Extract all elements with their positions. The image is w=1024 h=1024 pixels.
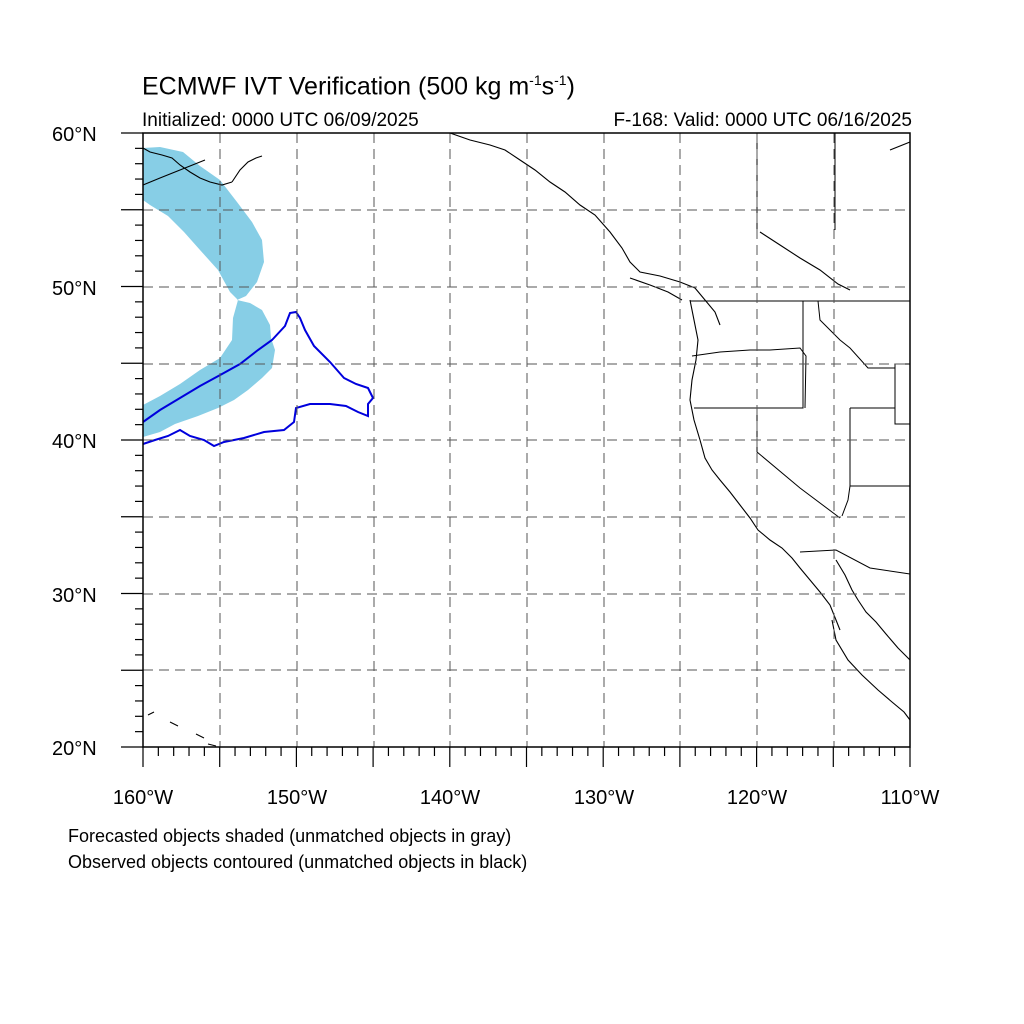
plot-title: ECMWF IVT Verification (500 kg m-1s-1) [142,72,575,101]
observed-object-contour [142,310,375,448]
lat-label-30: 30°N [52,585,97,607]
init-time-label: Initialized: 0000 UTC 06/09/2025 [142,110,419,131]
lat-label-40: 40°N [52,431,97,453]
lon-label-120w: 120°W [727,787,787,809]
footnote-observed: Observed objects contoured (unmatched ob… [68,852,528,872]
state-boundaries [690,133,911,575]
forecast-object-shade [143,147,275,437]
map-frame [142,132,911,748]
coastlines [142,132,911,747]
lon-label-130w: 130°W [574,787,634,809]
lon-label-110w: 110°W [881,787,940,809]
longitude-labels: 160°W 150°W 140°W 130°W 120°W 110°W [113,787,940,809]
lat-label-60: 60°N [52,124,97,146]
valid-time-label: F-168: Valid: 0000 UTC 06/16/2025 [613,110,912,131]
lat-label-50: 50°N [52,278,97,300]
lon-label-140w: 140°W [420,787,480,809]
latitude-labels: 60°N 50°N 40°N 30°N 20°N [52,124,97,760]
lon-label-160w: 160°W [113,787,173,809]
footnote-forecast: Forecasted objects shaded (unmatched obj… [68,826,512,846]
lat-label-20: 20°N [52,738,97,760]
grid-lines [143,133,910,747]
axis-ticks [121,132,911,767]
lon-label-150w: 150°W [267,787,327,809]
